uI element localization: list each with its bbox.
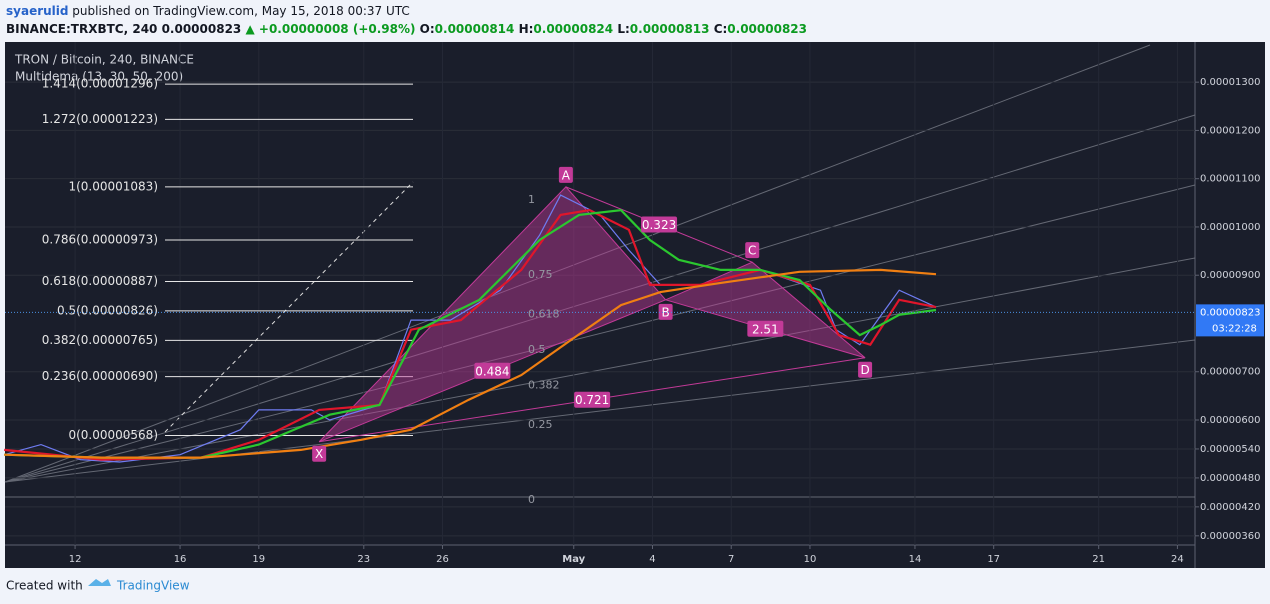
fib-label: 1.414(0.00001296): [42, 77, 158, 91]
h-label: H:: [518, 22, 534, 36]
pattern-ratio-box: [747, 320, 784, 337]
x-tick-label: 16: [174, 554, 187, 565]
y-tick-label: 0.00000420: [1200, 502, 1260, 513]
logo: [88, 579, 111, 586]
footer-brand[interactable]: TradingView: [116, 579, 190, 593]
y-tick-label: 0.00000700: [1200, 367, 1260, 378]
x-tick-label: 19: [252, 554, 265, 565]
published: published on TradingView.com, May 15, 20…: [68, 4, 410, 18]
high: 0.00000824: [533, 22, 614, 36]
change: ▲ +0.00000008 (+0.98%): [245, 22, 416, 36]
x-tick-label: 26: [436, 554, 449, 565]
fib-label: 0.786(0.00000973): [42, 232, 158, 246]
header-line-1: syaerulid published on TradingView.com, …: [6, 4, 410, 18]
x-tick-label: May: [562, 554, 585, 565]
pattern-point: A: [562, 168, 571, 182]
pattern-ratio-box: [641, 216, 678, 233]
y-tick-label: 0.00000360: [1200, 531, 1260, 542]
fib-label: 0.236(0.00000690): [42, 369, 158, 383]
low: 0.00000813: [629, 22, 710, 36]
retracement-label: 0.75: [528, 268, 553, 281]
x-tick-label: 4: [649, 554, 655, 565]
countdown: 03:22:28: [1212, 323, 1257, 334]
retracement-label: 0.25: [528, 418, 553, 431]
pattern-ratio: 2.51: [752, 322, 779, 336]
y-tick-label: 0.00001200: [1200, 125, 1260, 136]
fib-trend: [164, 181, 414, 433]
y-tick-label: 0.00000540: [1200, 444, 1260, 455]
x-tick-label: 14: [909, 554, 922, 565]
x-tick-label: 7: [728, 554, 734, 565]
fib-label: 0.618(0.00000887): [42, 274, 158, 288]
o-label: O:: [419, 22, 435, 36]
footer-created: Created with: [6, 579, 83, 593]
pattern-ratio-box: [474, 362, 511, 379]
pattern-ratio: 0.484: [475, 364, 509, 378]
y-tick-label: 0.00001300: [1200, 77, 1260, 88]
fib-label: 1(0.00001083): [68, 179, 158, 193]
pattern-point: X: [315, 447, 323, 461]
retracement-label: 0.5: [528, 343, 546, 356]
retracement-label: 0.618: [528, 308, 560, 321]
pattern-point-box: [658, 303, 673, 320]
open: 0.00000814: [434, 22, 515, 36]
pattern-ratio: 0.721: [575, 393, 609, 407]
fib-label: 0.382(0.00000765): [42, 333, 158, 347]
pattern-point-box: [858, 361, 873, 378]
last-price-box: [1196, 304, 1264, 337]
pattern-point-box: [745, 242, 760, 259]
series-line: [4, 194, 937, 463]
chart-subtitle: Multidema (13, 30, 50, 200): [15, 70, 183, 84]
x-tick-label: 24: [1171, 554, 1184, 565]
y-tick-label: 0.00000480: [1200, 473, 1260, 484]
y-tick-label: 0.00001100: [1200, 174, 1260, 185]
user[interactable]: syaerulid: [6, 4, 69, 18]
retracement-label: 1: [528, 193, 535, 206]
series-line: [4, 208, 937, 461]
price: 0.00000823: [161, 22, 242, 36]
retracement-label: 0.382: [528, 378, 560, 391]
x-tick-label: 17: [987, 554, 1000, 565]
symbol: BINANCE:TRXBTC, 240: [6, 22, 158, 36]
fib-label: 0(0.00000568): [68, 428, 158, 442]
pattern-point-box: [558, 166, 573, 183]
l-label: L:: [617, 22, 630, 36]
y-tick-label: 0.00001000: [1200, 222, 1260, 233]
close: 0.00000823: [727, 22, 808, 36]
pattern-point-box: [312, 445, 327, 462]
x-tick-label: 23: [357, 554, 370, 565]
x-tick-label: 21: [1092, 554, 1105, 565]
header-line-2: BINANCE:TRXBTC, 240 0.00000823 ▲ +0.0000…: [6, 22, 807, 36]
series-line: [4, 268, 937, 459]
pattern-ratio-box: [574, 391, 611, 408]
pattern-ratio: 0.323: [642, 218, 676, 232]
fib-label: 0.5(0.00000826): [57, 303, 158, 317]
x-tick-label: 10: [804, 554, 817, 565]
chart-bg: [5, 42, 1265, 568]
fib-label: 1.272(0.00001223): [42, 112, 158, 126]
retracement-label: 0: [528, 493, 535, 506]
c-label: C:: [713, 22, 728, 36]
x-tick-label: 12: [69, 554, 82, 565]
pattern-point: C: [748, 244, 756, 258]
pattern-point: D: [860, 363, 869, 377]
series-line: [4, 208, 937, 459]
chart-title: TRON / Bitcoin, 240, BINANCE: [14, 53, 194, 67]
last-price-label: 0.00000823: [1200, 307, 1260, 318]
y-tick-label: 0.00000900: [1200, 270, 1260, 281]
y-tick-label: 0.00000600: [1200, 415, 1260, 426]
